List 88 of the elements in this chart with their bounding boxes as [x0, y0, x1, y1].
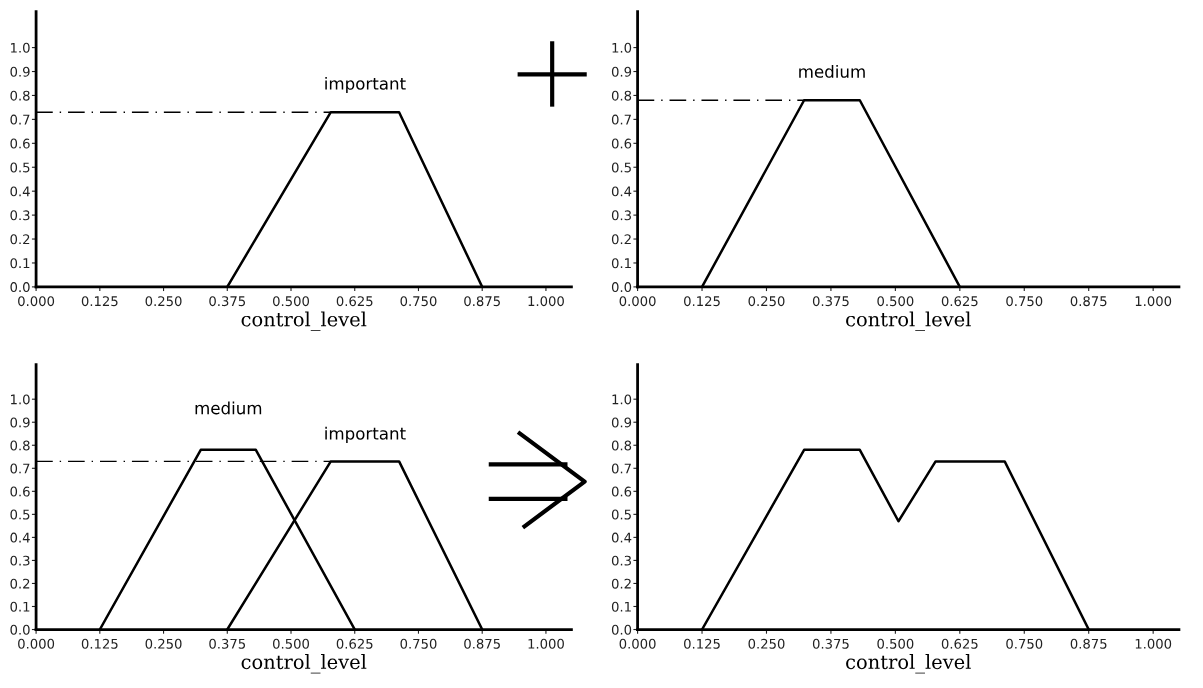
x-tick-label: 0.625 — [336, 638, 373, 649]
x-tick-label: 0.250 — [748, 296, 785, 307]
y-tick-label: 0.8 — [10, 90, 30, 101]
y-tick-label: 0.6 — [10, 486, 30, 497]
y-tick-label: 0.9 — [10, 66, 30, 77]
x-tick-label: 0.500 — [272, 638, 310, 649]
x-tick-label: 0.125 — [684, 296, 720, 307]
y-tick-label: 0.3 — [611, 555, 631, 566]
y-tick-label: 0.6 — [10, 138, 30, 149]
x-tick-label: 0.875 — [1070, 638, 1107, 649]
y-tick-label: 0.0 — [10, 624, 30, 635]
y-tick-label: 0.5 — [10, 509, 30, 520]
y-tick-label: 0.9 — [611, 66, 632, 77]
x-tick-label: 0.750 — [1006, 638, 1043, 649]
x-tick-label: 0.250 — [145, 638, 182, 649]
y-tick-label: 0.7 — [611, 463, 631, 474]
y-tick-label: 0.1 — [10, 258, 30, 269]
y-tick-label: 0.0 — [611, 282, 632, 293]
y-tick-label: 0.8 — [10, 440, 30, 451]
x-tick-label: 0.500 — [272, 296, 310, 307]
x-tick-label: 0.250 — [145, 296, 182, 307]
x-tick-label: 0.875 — [464, 296, 500, 307]
series-label: important — [325, 76, 406, 94]
y-tick-label: 0.2 — [611, 578, 631, 589]
y-tick-label: 0.9 — [10, 417, 30, 428]
series-label: important — [325, 426, 406, 443]
x-tick-label: 0.375 — [812, 638, 849, 649]
x-tick-label: 0.375 — [812, 296, 849, 307]
x-tick-label: 0.375 — [209, 296, 246, 307]
x-axis-title: control_level — [241, 654, 367, 674]
y-tick-label: 0.4 — [611, 186, 632, 197]
y-tick-label: 0.2 — [611, 234, 631, 245]
x-axis-title: control_level — [241, 311, 367, 331]
y-tick-label: 0.3 — [611, 210, 631, 221]
y-tick-label: 0.2 — [10, 578, 30, 589]
y-tick-label: 0.5 — [611, 509, 631, 520]
x-axis-title: control_level — [846, 654, 971, 674]
x-tick-label: 0.750 — [400, 638, 437, 649]
x-tick-label: 0.625 — [941, 638, 978, 649]
y-tick-label: 0.0 — [10, 282, 30, 293]
x-tick-label: 0.875 — [1070, 296, 1107, 307]
y-tick-label: 0.7 — [10, 114, 30, 125]
x-tick-label: 1.000 — [528, 638, 564, 649]
x-tick-label: 0.125 — [684, 638, 720, 649]
y-tick-label: 1.0 — [11, 42, 30, 53]
y-tick-label: 0.1 — [10, 601, 30, 612]
x-tick-label: 0.625 — [941, 296, 978, 307]
y-tick-label: 0.7 — [10, 463, 30, 474]
series-label: medium — [799, 64, 865, 78]
y-tick-label: 1.0 — [11, 394, 30, 405]
y-tick-label: 1.0 — [612, 42, 632, 53]
y-tick-label: 0.6 — [611, 138, 632, 149]
y-tick-label: 0.3 — [10, 210, 30, 221]
y-tick-label: 0.1 — [611, 258, 631, 269]
x-tick-label: 0.500 — [877, 638, 914, 649]
text: medium — [195, 401, 262, 415]
y-tick-label: 0.7 — [611, 114, 631, 125]
x-tick-label: 0.125 — [81, 296, 118, 307]
y-tick-label: 0.5 — [10, 162, 30, 173]
x-tick-label: 0.875 — [464, 638, 500, 649]
x-tick-label: 0.375 — [209, 638, 246, 649]
y-tick-label: 0.2 — [10, 234, 30, 245]
y-tick-label: 0.8 — [611, 90, 632, 101]
y-tick-label: 0.1 — [611, 601, 631, 612]
x-tick-label: 0.125 — [81, 638, 118, 649]
x-tick-label: 0.000 — [18, 296, 55, 307]
x-tick-label: 0.000 — [18, 638, 55, 649]
x-tick-label: 0.750 — [1006, 296, 1043, 307]
x-tick-label: 0.625 — [336, 296, 373, 307]
y-tick-label: 0.0 — [611, 624, 632, 635]
y-tick-label: 0.4 — [611, 532, 632, 543]
y-tick-label: 0.9 — [611, 417, 632, 428]
x-tick-label: 0.000 — [619, 296, 656, 307]
y-tick-label: 0.8 — [611, 440, 632, 451]
x-tick-label: 0.250 — [748, 638, 785, 649]
y-tick-label: 0.3 — [10, 555, 30, 566]
y-tick-label: 0.6 — [611, 486, 632, 497]
x-tick-label: 0.000 — [619, 638, 656, 649]
x-tick-label: 1.000 — [528, 296, 564, 307]
x-tick-label: 1.000 — [1135, 638, 1172, 649]
x-tick-label: 1.000 — [1135, 296, 1172, 307]
x-tick-label: 0.500 — [877, 296, 914, 307]
y-tick-label: 0.4 — [10, 532, 30, 543]
y-tick-label: 0.4 — [10, 186, 30, 197]
x-tick-label: 0.750 — [400, 296, 437, 307]
y-tick-label: 1.0 — [612, 394, 632, 405]
y-tick-label: 0.5 — [611, 162, 631, 173]
x-axis-title: control_level — [846, 311, 971, 331]
